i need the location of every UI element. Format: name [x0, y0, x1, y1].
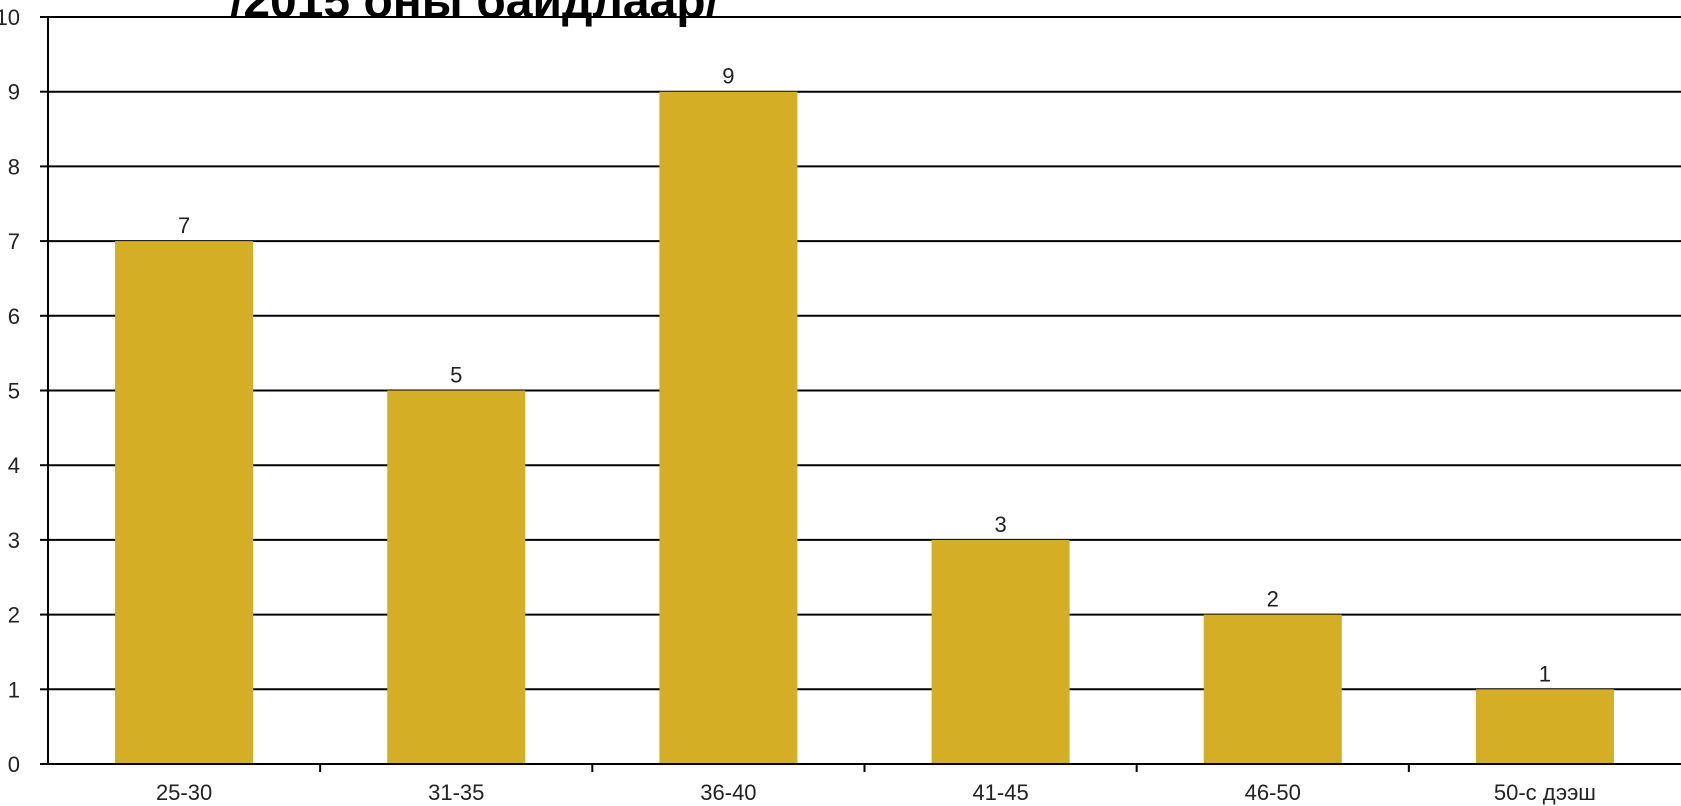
chart-title: /2015 оны байдлаар/ [230, 0, 719, 28]
value-label-31-35: 5 [450, 363, 462, 388]
value-label-41-45: 3 [994, 512, 1006, 537]
x-tick-label-46-50: 46-50 [1245, 780, 1301, 805]
bar-31-35 [387, 390, 526, 764]
y-tick-label-10: 10 [0, 5, 20, 30]
bars-layer [115, 91, 1614, 765]
bar-46-50 [1203, 614, 1342, 764]
value-label-25-30: 7 [178, 213, 190, 238]
labels-layer: 7 5 9 3 2 1 [178, 64, 1551, 687]
y-tick-label-7: 7 [8, 229, 20, 254]
axis-layer: 0 1 2 3 4 5 6 7 8 9 10 25-30 31-35 36-40 41-45 46-50 50-… [0, 5, 1681, 805]
y-tick-label-5: 5 [8, 379, 20, 404]
bar-36-40 [659, 91, 798, 764]
x-tick-label-50-с дээш: 50-с дээш [1494, 780, 1596, 805]
y-tick-label-2: 2 [8, 603, 20, 628]
y-tick-label-3: 3 [8, 528, 20, 553]
bar-50-с дээш [1475, 689, 1614, 764]
x-tick-label-31-35: 31-35 [428, 780, 484, 805]
y-tick-label-1: 1 [8, 677, 20, 702]
y-tick-label-9: 9 [8, 80, 20, 105]
bar-41-45 [931, 539, 1070, 764]
grid-layer [48, 16, 1681, 691]
y-tick-label-0: 0 [8, 752, 20, 777]
value-label-46-50: 2 [1267, 587, 1279, 612]
y-tick-label-4: 4 [8, 453, 20, 478]
y-tick-label-8: 8 [8, 154, 20, 179]
x-tick-label-41-45: 41-45 [972, 780, 1028, 805]
value-label-50-с дээш: 1 [1539, 661, 1551, 686]
x-tick-label-25-30: 25-30 [156, 780, 212, 805]
bar-25-30 [115, 241, 254, 765]
y-tick-label-6: 6 [8, 304, 20, 329]
value-label-36-40: 9 [722, 64, 734, 89]
x-tick-label-36-40: 36-40 [700, 780, 756, 805]
